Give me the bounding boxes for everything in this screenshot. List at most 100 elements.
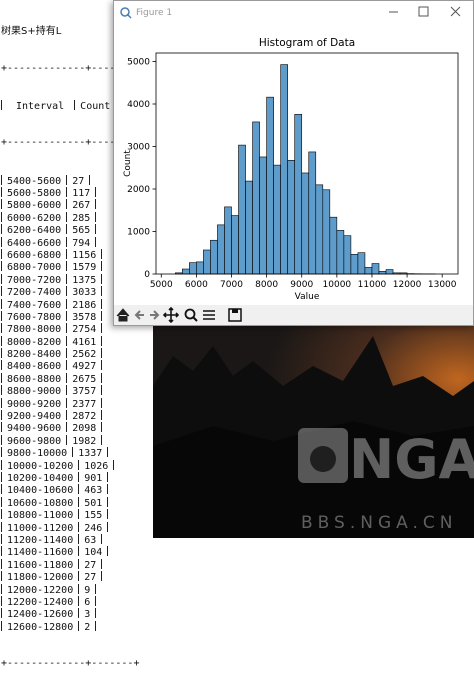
bar [210, 240, 217, 274]
pipe [101, 571, 102, 581]
interval-cell: 6200-6400 [2, 225, 66, 236]
interval-cell: 11200-11400 [2, 535, 78, 546]
count-cell: 63 [79, 535, 101, 546]
count-cell: 463 [79, 485, 107, 496]
bar [203, 250, 210, 274]
count-cell: 27 [79, 560, 101, 571]
x-tick-label: 8000 [255, 280, 278, 290]
pipe [101, 286, 102, 296]
bar [281, 65, 288, 274]
interval-cell: 8600-8800 [2, 374, 66, 385]
count-cell: 27 [67, 176, 89, 187]
interval-cell: 12400-12600 [2, 609, 78, 620]
pan-button[interactable] [164, 308, 178, 322]
configure-button[interactable] [203, 311, 215, 319]
pipe [101, 336, 102, 346]
interval-cell: 9200-9400 [2, 411, 66, 422]
interval-cell: 6400-6600 [2, 238, 66, 249]
count-cell: 117 [67, 188, 95, 199]
count-cell: 3 [79, 609, 95, 620]
interval-cell: 5600-5800 [2, 188, 66, 199]
watermark: NGA BBS.NGA.CN [298, 428, 474, 533]
bar [302, 173, 309, 274]
count-cell: 4161 [67, 337, 101, 348]
interval-cell: 10400-10600 [2, 485, 78, 496]
count-cell: 1156 [67, 250, 101, 261]
count-cell: 1982 [67, 436, 101, 447]
bar [217, 225, 224, 274]
interval-cell: 8000-8200 [2, 337, 66, 348]
count-cell: 3033 [67, 287, 101, 298]
bar [182, 269, 189, 274]
pipe [95, 199, 96, 209]
x-axis-label: Value [295, 292, 320, 302]
close-button[interactable] [451, 7, 460, 16]
watermark-logo: NGA [349, 428, 474, 491]
count-cell: 3578 [67, 312, 101, 323]
pipe [101, 385, 102, 395]
interval-cell: 6800-7000 [2, 262, 66, 273]
y-axis-label: Count [123, 150, 133, 177]
pipe [107, 522, 108, 532]
count-cell: 901 [79, 473, 107, 484]
pipe [101, 559, 102, 569]
count-cell: 285 [67, 213, 95, 224]
interval-cell: 10000-10200 [2, 461, 78, 472]
count-cell: 2098 [67, 423, 101, 434]
count-cell: 155 [79, 510, 107, 521]
bar [386, 270, 393, 274]
interval-cell: 10600-10800 [2, 498, 78, 509]
pipe [101, 373, 102, 383]
home-button[interactable] [117, 309, 129, 321]
pipe [95, 237, 96, 247]
interval-cell: 9800-10000 [2, 448, 72, 459]
back-button[interactable] [136, 311, 144, 319]
interval-cell: 7800-8000 [2, 324, 66, 335]
count-cell: 9 [79, 585, 95, 596]
pipe [107, 447, 108, 457]
bar [295, 114, 302, 274]
pipe [101, 360, 102, 370]
count-cell: 1579 [67, 262, 101, 273]
interval-cell: 7000-7200 [2, 275, 66, 286]
zoom-button[interactable] [193, 317, 197, 321]
pipe [101, 311, 102, 321]
count-cell: 2 [79, 622, 95, 633]
count-cell: 1026 [79, 461, 113, 472]
background-photo: NGA BBS.NGA.CN [153, 326, 474, 538]
title-icons: Figure 1 [114, 1, 473, 23]
pipe [95, 596, 96, 606]
watermark-site: BBS.NGA.CN [301, 513, 457, 533]
interval-cell: 7200-7400 [2, 287, 66, 298]
pipe [95, 608, 96, 618]
forward-button[interactable] [150, 311, 158, 319]
y-tick-label: 1000 [127, 228, 150, 238]
y-tick-label: 4000 [127, 100, 150, 110]
interval-cell: 11800-12000 [2, 572, 78, 583]
toolbar-icons [114, 305, 473, 325]
count-cell: 501 [79, 498, 107, 509]
count-cell: 2675 [67, 374, 101, 385]
app-icon [127, 14, 131, 18]
save-button[interactable] [232, 309, 238, 313]
maximize-button[interactable] [419, 7, 428, 16]
count-cell: 3757 [67, 386, 101, 397]
bar [309, 152, 316, 274]
x-tick-label: 13000 [428, 280, 457, 290]
pipe [95, 621, 96, 631]
bar [358, 253, 365, 274]
pipe [95, 212, 96, 222]
pipe [107, 546, 108, 556]
